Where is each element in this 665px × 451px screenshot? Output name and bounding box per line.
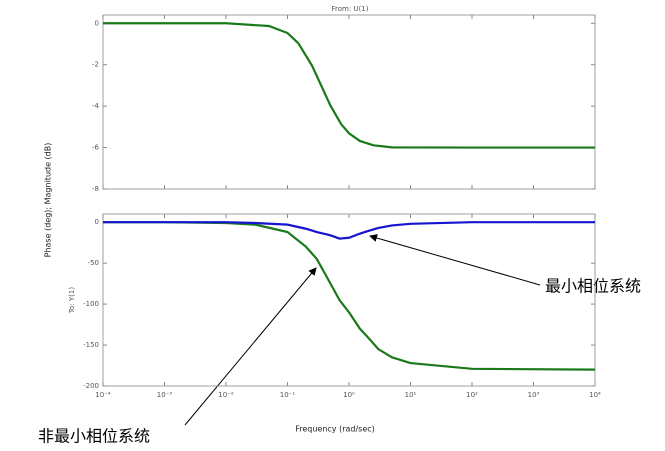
- y-tick-label: -4: [92, 102, 100, 110]
- y-tick-label: -6: [92, 144, 100, 152]
- plot-area: [102, 213, 596, 387]
- y-tick-label: -2: [92, 61, 99, 69]
- y-tick-label: 0: [95, 19, 99, 27]
- arrow: [369, 234, 541, 286]
- line-series: [103, 221, 595, 240]
- plot-area: [102, 14, 596, 190]
- x-tick-label: 10¹: [405, 391, 417, 399]
- x-axis-label: Frequency (rad/sec): [295, 425, 375, 434]
- annotation: 最小相位系统: [545, 277, 641, 296]
- chart-title: From: U(1): [332, 5, 369, 13]
- annotation: 非最小相位系统: [38, 427, 150, 446]
- x-tick-label: 10⁻³: [157, 391, 173, 399]
- y-tick-label: -50: [88, 259, 99, 267]
- y-tick-label: -100: [83, 300, 99, 308]
- line-series: [103, 221, 596, 371]
- y-axis-label: To: Y(1): [68, 287, 76, 314]
- y-tick-label: -150: [83, 341, 99, 349]
- y-tick-label: 0: [95, 218, 99, 226]
- y-tick-label: -200: [83, 382, 99, 390]
- x-tick-label: 10²: [466, 391, 478, 399]
- line-series: [103, 22, 595, 149]
- y-tick-label: -8: [92, 185, 99, 193]
- x-tick-label: 10⁰: [343, 391, 355, 399]
- x-tick-label: 10⁻⁴: [95, 391, 111, 399]
- x-tick-label: 10³: [528, 391, 540, 399]
- x-tick-label: 10⁴: [589, 391, 601, 399]
- arrow: [184, 267, 317, 426]
- x-tick-label: 10⁻¹: [280, 391, 296, 399]
- x-tick-label: 10⁻²: [218, 391, 234, 399]
- y-axis-label: Phase (deg); Magnitude (dB): [44, 143, 53, 258]
